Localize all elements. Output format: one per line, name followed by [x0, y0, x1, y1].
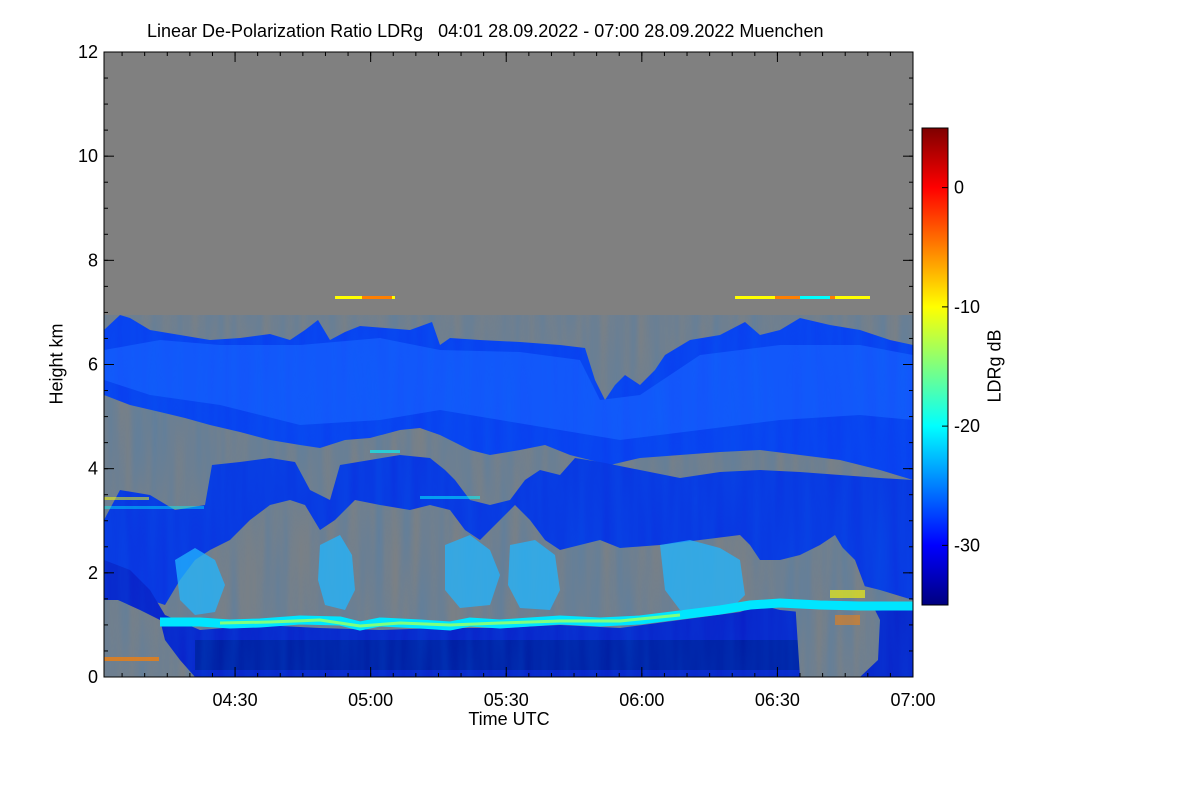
cirrus-speckles: [335, 296, 870, 299]
colorbar: [921, 127, 949, 606]
colorbar-tick-label: -10: [954, 297, 980, 317]
melting-layer-core: [219, 613, 681, 628]
y-tick-label: 6: [88, 355, 98, 375]
colorbar-tick-label: -20: [954, 416, 980, 436]
y-tick-label: 2: [88, 563, 98, 583]
y-tick-label: 8: [88, 250, 98, 270]
x-tick-label: 04:30: [213, 690, 258, 710]
x-tick-label: 05:00: [348, 690, 393, 710]
x-tick-label: 06:30: [755, 690, 800, 710]
x-tick-label: 07:00: [890, 690, 935, 710]
y-tick-label: 12: [78, 42, 98, 62]
chart-title: Linear De-Polarization Ratio LDRg 04:01 …: [147, 21, 824, 41]
x-tick-label: 06:00: [619, 690, 664, 710]
colorbar-tick-label: -30: [954, 535, 980, 555]
colorbar-tick-label: 0: [954, 178, 964, 198]
y-tick-label: 4: [88, 459, 98, 479]
cloud-texture: [104, 315, 913, 677]
y-axis: 0 2 4 6 8 10 12: [78, 42, 913, 687]
noise-speckles: [104, 450, 865, 661]
x-tick-label: 05:30: [484, 690, 529, 710]
x-axis: 04:30 05:00 05:30 06:00 06:30 07:00: [121, 52, 936, 710]
colorbar-ticks: 0 -10 -20 -30: [942, 178, 980, 555]
y-tick-label: 10: [78, 146, 98, 166]
x-axis-label: Time UTC: [468, 709, 550, 729]
precip-streaks: [175, 535, 745, 615]
y-tick-label: 0: [88, 667, 98, 687]
